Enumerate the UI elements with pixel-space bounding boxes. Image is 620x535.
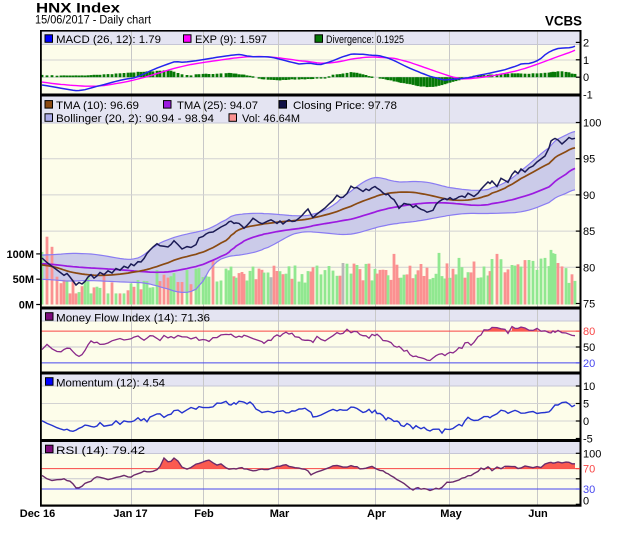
svg-text:Dec 16: Dec 16: [20, 508, 55, 520]
svg-text:TMA (10): 96.69: TMA (10): 96.69: [56, 100, 139, 112]
svg-text:VCBS: VCBS: [545, 13, 582, 29]
svg-text:Feb: Feb: [194, 508, 214, 520]
svg-text:90: 90: [583, 190, 595, 202]
svg-text:-1: -1: [583, 90, 593, 102]
svg-text:Jun: Jun: [528, 508, 548, 520]
svg-text:30: 30: [583, 484, 595, 496]
svg-text:2: 2: [583, 37, 589, 49]
svg-text:95: 95: [583, 154, 595, 166]
svg-text:0: 0: [583, 416, 589, 428]
svg-text:50: 50: [583, 342, 595, 354]
svg-text:Apr: Apr: [367, 508, 387, 520]
svg-text:85: 85: [583, 226, 595, 238]
svg-text:MACD (26, 12): 1.79: MACD (26, 12): 1.79: [56, 34, 161, 46]
svg-text:1: 1: [583, 55, 589, 67]
svg-text:100: 100: [583, 118, 601, 130]
svg-text:10: 10: [583, 381, 595, 393]
svg-text:May: May: [440, 508, 462, 520]
svg-text:100M: 100M: [6, 249, 34, 261]
svg-text:20: 20: [583, 358, 595, 370]
svg-text:RSI (14): 79.42: RSI (14): 79.42: [56, 445, 145, 457]
svg-text:0: 0: [583, 495, 589, 507]
svg-text:0M: 0M: [19, 300, 34, 312]
svg-text:TMA (25): 94.07: TMA (25): 94.07: [177, 100, 258, 112]
svg-text:-5: -5: [583, 434, 593, 446]
svg-text:80: 80: [583, 262, 595, 274]
svg-text:Momentum (12): 4.54: Momentum (12): 4.54: [56, 378, 165, 390]
svg-text:5: 5: [583, 399, 589, 411]
svg-text:50M: 50M: [13, 274, 34, 286]
svg-text:Closing Price: 97.78: Closing Price: 97.78: [293, 100, 397, 112]
svg-text:15/06/2017 - Daily chart: 15/06/2017 - Daily chart: [35, 13, 152, 27]
svg-text:0: 0: [583, 72, 589, 84]
svg-text:Divergence: 0.1925: Divergence: 0.1925: [326, 34, 404, 46]
svg-text:HNX Index: HNX Index: [36, 0, 120, 16]
svg-text:100: 100: [583, 448, 601, 460]
svg-text:75: 75: [583, 299, 595, 311]
svg-text:Money Flow Index (14): 71.36: Money Flow Index (14): 71.36: [56, 313, 210, 325]
svg-text:Mar: Mar: [270, 508, 290, 520]
svg-text:Bollinger (20, 2): 90.94 - 98.: Bollinger (20, 2): 90.94 - 98.94: [56, 113, 214, 125]
svg-text:80: 80: [583, 326, 595, 338]
svg-text:70: 70: [583, 464, 595, 476]
svg-text:Jan 17: Jan 17: [113, 508, 147, 520]
svg-text:EXP (9): 1.597: EXP (9): 1.597: [195, 34, 267, 46]
svg-text:Vol: 46.64M: Vol: 46.64M: [242, 113, 300, 125]
